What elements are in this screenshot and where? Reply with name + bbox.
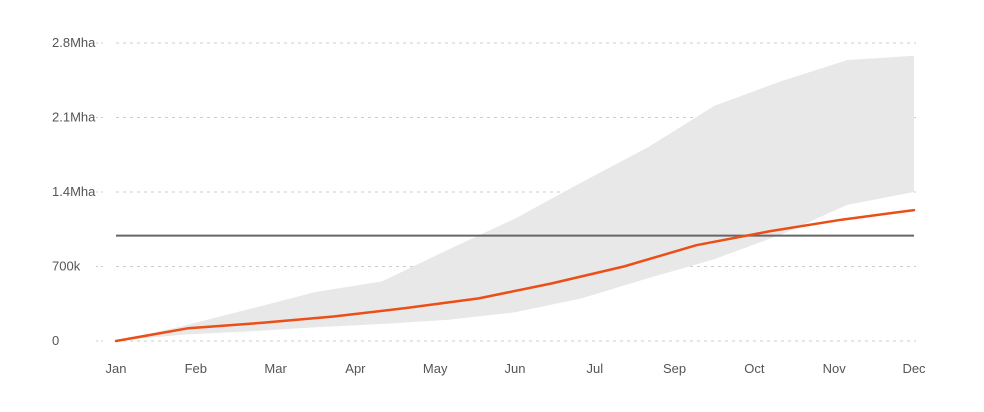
x-tick-label-6: Jul <box>586 361 603 376</box>
y-tick-label-0: 0 <box>52 333 59 348</box>
x-tick-label-1: Feb <box>185 361 207 376</box>
range-band-area <box>116 55 914 342</box>
x-tick-label-0: Jan <box>106 361 127 376</box>
range-band <box>116 55 914 342</box>
x-tick-label-9: Nov <box>823 361 847 376</box>
series-line <box>114 208 916 343</box>
x-tick-label-7: Sep <box>663 361 686 376</box>
x-tick-label-4: May <box>423 361 448 376</box>
x-tick-label-3: Apr <box>345 361 366 376</box>
x-tick-label-5: Jun <box>505 361 526 376</box>
x-tick-label-8: Oct <box>744 361 765 376</box>
series-group <box>114 208 916 343</box>
x-axis: Jan Feb Mar Apr May Jun Jul Sep Oct Nov Dec <box>106 361 927 376</box>
y-tick-label-4: 2.8Mha <box>52 35 96 50</box>
x-tick-label-10: Dec <box>902 361 926 376</box>
y-tick-label-2: 1.4Mha <box>52 184 96 199</box>
x-tick-label-2: Mar <box>264 361 287 376</box>
y-tick-label-1: 700k <box>52 259 81 274</box>
y-axis: 0 700k 1.4Mha 2.1Mha 2.8Mha <box>52 35 104 348</box>
y-tick-label-3: 2.1Mha <box>52 110 96 125</box>
